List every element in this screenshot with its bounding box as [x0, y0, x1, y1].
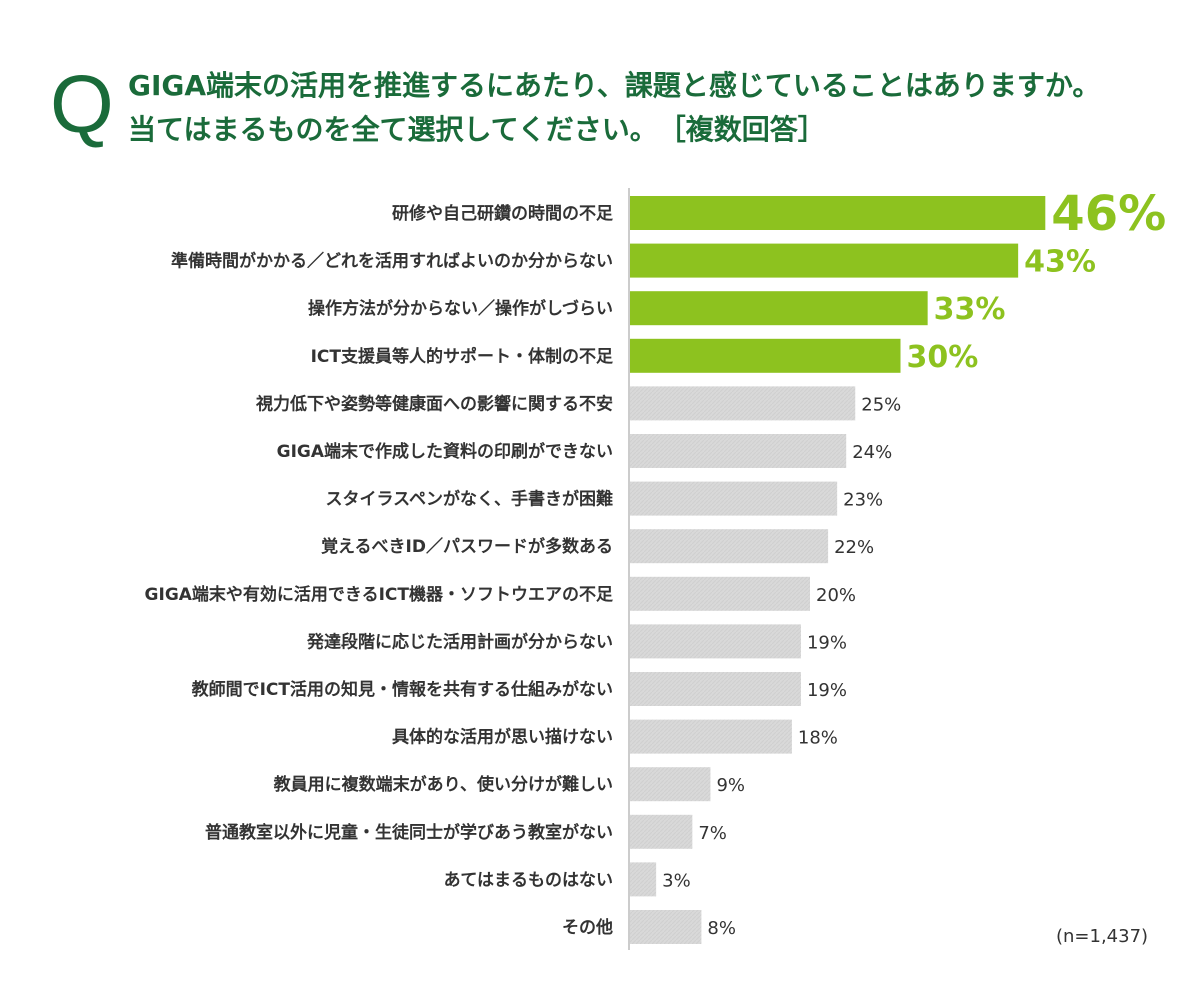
value-label-6: 24%	[852, 442, 892, 463]
value-label-5: 25%	[861, 394, 901, 415]
category-label-7: スタイラスペンがなく、手書きが困難	[326, 489, 613, 510]
category-label-3: 操作方法が分からない／操作がしづらい	[308, 298, 613, 319]
question-text-line-2: 当てはまるものを全て選択してください。 ［複数回答］	[128, 113, 826, 146]
category-label-4: ICT支援員等人的サポート・体制の不足	[311, 346, 613, 367]
category-label-10: 発達段階に応じた活用計画が分からない	[306, 631, 613, 652]
bars-group: 研修や自己研鑽の時間の不足 46% 準備時間がかかる／どれを活用すればよいのか分から…	[145, 186, 1166, 944]
category-label-9: GIGA端末や有効に活用できるICT機器・ソフトウエアの不足	[145, 584, 613, 605]
category-label-12: 具体的な活用が思い描けない	[391, 727, 613, 748]
bar-11	[629, 672, 801, 706]
value-label-13: 9%	[716, 775, 745, 796]
value-label-4: 30%	[907, 340, 979, 375]
value-label-9: 20%	[816, 585, 856, 606]
question-mark: Q	[50, 59, 114, 150]
bar-3	[629, 291, 928, 326]
bar-7	[629, 481, 838, 516]
value-label-14: 7%	[698, 823, 727, 844]
value-label-15: 3%	[662, 870, 691, 891]
bar-8	[629, 529, 829, 564]
question-header: Q GIGA端末の活用を推進するにあたり、課題と感じていることはありますか。 当…	[0, 0, 1200, 170]
value-label-10: 19%	[807, 632, 847, 653]
value-label-11: 19%	[807, 680, 847, 701]
bar-10	[629, 624, 801, 659]
bar-16	[629, 910, 702, 944]
category-label-13: 教員用に複数端末があり、使い分けが難しい	[273, 774, 613, 795]
question-text-line-1: GIGA端末の活用を推進するにあたり、課題と感じていることはありますか。	[128, 69, 1101, 102]
category-label-14: 普通教室以外に児童・生徒同士が学びあう教室がない	[205, 822, 613, 843]
sample-size-note: (n=1,437)	[1056, 926, 1149, 947]
bar-14	[629, 814, 693, 849]
bar-9	[629, 576, 810, 611]
value-label-16: 8%	[707, 918, 736, 939]
bar-6	[629, 434, 847, 468]
category-label-16: その他	[562, 917, 613, 938]
value-label-3: 33%	[934, 292, 1006, 327]
bar-12	[629, 719, 792, 754]
value-label-12: 18%	[798, 728, 838, 749]
category-label-8: 覚えるべきID／パスワードが多数ある	[321, 536, 613, 557]
bar-2	[629, 243, 1019, 278]
category-label-2: 準備時間がかかる／どれを活用すればよいのか分からない	[171, 251, 613, 272]
value-label-2: 43%	[1024, 245, 1096, 280]
bar-4	[629, 338, 901, 373]
category-label-11: 教師間でICT活用の知見・情報を共有する仕組みがない	[191, 679, 613, 700]
category-label-15: あてはまるものはない	[444, 870, 613, 890]
category-label-1: 研修や自己研鑽の時間の不足	[392, 203, 613, 224]
category-label-6: GIGA端末で作成した資料の印刷ができない	[277, 441, 613, 462]
bar-15	[629, 862, 657, 897]
value-label-7: 23%	[843, 490, 883, 511]
value-label-8: 22%	[834, 537, 874, 558]
category-label-5: 視力低下や姿勢等健康面への影響に関する不安	[255, 393, 613, 414]
bar-13	[629, 767, 711, 802]
bar-5	[629, 386, 856, 421]
value-label-1: 46%	[1051, 186, 1166, 242]
bar-1	[629, 196, 1046, 230]
